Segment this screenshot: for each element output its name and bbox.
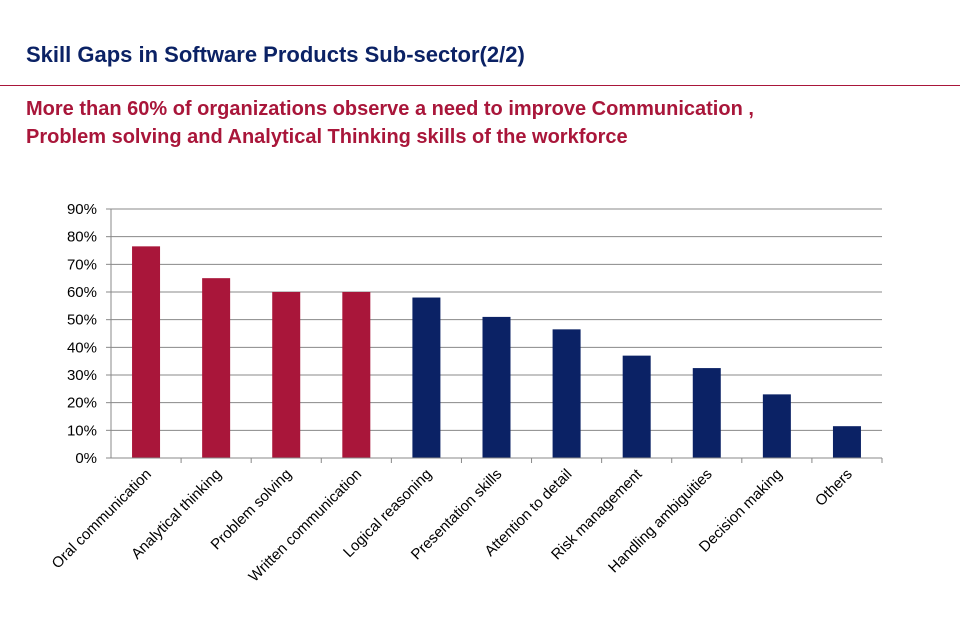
y-tick-label: 60% [67,284,97,301]
y-tick-label: 0% [75,450,97,467]
x-tick-label: Others [812,466,856,510]
bar [762,394,791,458]
y-tick-label: 80% [67,229,97,246]
x-tick-label: Written communication [245,466,365,586]
axes [106,208,883,463]
bar [272,292,301,458]
title-divider [0,85,960,86]
y-tick-label: 20% [67,395,97,412]
bar [552,329,581,458]
bar [202,278,231,458]
y-tick-label: 10% [67,422,97,439]
bar [622,355,651,458]
y-tick-label: 90% [67,201,97,218]
slide-title: Skill Gaps in Software Products Sub-sect… [26,42,525,67]
y-tick-label: 70% [67,256,97,273]
y-tick-label: 40% [67,339,97,356]
bar [132,246,161,458]
bars [132,246,861,458]
y-tick-labels: 0% 10% 20% 30% 40% 50% 60% 70% 80% 90% [67,201,97,467]
bar [412,297,441,458]
slide-subtitle: More than 60% of organizations observe a… [26,98,754,148]
y-tick-label: 50% [67,312,97,329]
y-tick-label: 30% [67,367,97,384]
bar [692,368,721,458]
bar [342,292,371,458]
bar [832,426,861,458]
bar [482,316,511,458]
